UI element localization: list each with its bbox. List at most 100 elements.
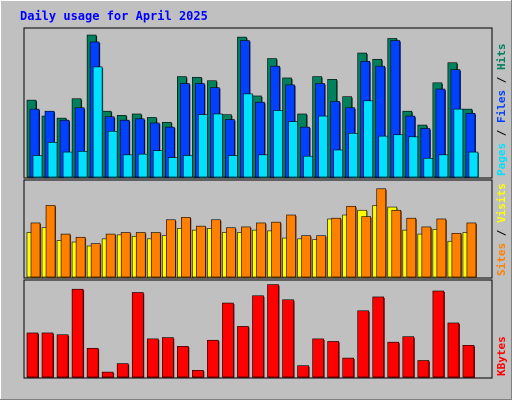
bar-kbytes-day-15 (237, 326, 249, 378)
bar-sites-day-23 (361, 216, 372, 278)
vertical-legend-kbytes: KBytes (495, 336, 508, 376)
chart-title: Daily usage for April 2025 (20, 9, 208, 23)
panel-kbytes: KBytes (23, 279, 508, 379)
bar-sites-day-5 (90, 243, 101, 278)
bar-kbytes-day-26 (402, 336, 415, 378)
bar-pages-day-12 (198, 114, 208, 178)
bar-pages-day-11 (183, 155, 193, 178)
bar-sites-day-21 (331, 217, 341, 278)
bar-sites-day-4 (75, 236, 86, 278)
vertical-legend-hits-files-pages: Pages / Files / Hits (495, 44, 508, 177)
bar-pages-day-26 (408, 136, 419, 178)
bar-kbytes-day-18 (282, 299, 294, 378)
bar-sites-day-25 (391, 209, 402, 278)
bar-pages-day-6 (107, 130, 118, 178)
bar-pages-day-25 (393, 134, 404, 178)
bar-kbytes-day-9 (146, 338, 159, 378)
bar-kbytes-day-28 (432, 290, 445, 378)
bar-pages-day-1 (32, 155, 43, 178)
bar-kbytes-day-24 (372, 296, 385, 378)
bar-kbytes-day-5 (86, 347, 99, 378)
bar-kbytes-day-16 (252, 295, 264, 378)
legend-hits: Hits (495, 44, 508, 71)
bar-kbytes-day-21 (327, 341, 339, 378)
bar-sites-day-8 (135, 232, 146, 278)
bar-kbytes-day-19 (297, 365, 309, 378)
legend-sites: Sites (495, 243, 508, 276)
legend-separator: / (495, 123, 508, 143)
bar-kbytes-day-8 (131, 292, 144, 378)
bar-sites-day-1 (30, 222, 41, 278)
bar-pages-day-16 (258, 154, 268, 178)
bar-pages-day-24 (378, 135, 389, 178)
bar-sites-day-3 (60, 233, 71, 278)
bar-pages-day-21 (333, 149, 343, 178)
bar-sites-day-6 (105, 233, 116, 278)
bar-sites-day-19 (301, 235, 311, 278)
bar-pages-day-10 (167, 157, 178, 178)
bar-pages-day-29 (453, 108, 464, 178)
bar-sites-day-24 (376, 188, 387, 278)
bar-sites-day-26 (406, 217, 417, 278)
bar-kbytes-day-13 (207, 339, 219, 378)
bar-sites-day-27 (421, 226, 432, 278)
bar-kbytes-day-2 (41, 332, 54, 378)
bar-kbytes-day-10 (161, 337, 174, 378)
bar-pages-day-18 (288, 121, 298, 178)
bar-kbytes-day-6 (101, 371, 114, 378)
bar-kbytes-day-17 (267, 284, 279, 378)
bar-sites-day-30 (466, 222, 477, 278)
panel-visits-sites: Sites / Visits (23, 179, 508, 279)
bar-sites-day-11 (181, 217, 191, 278)
bar-kbytes-day-14 (222, 302, 234, 378)
bar-pages-day-8 (137, 153, 148, 178)
bar-pages-day-2 (47, 142, 58, 178)
bar-sites-day-16 (256, 222, 266, 278)
bar-pages-day-13 (213, 113, 223, 178)
bar-pages-day-17 (273, 110, 283, 178)
bar-sites-day-12 (196, 225, 206, 278)
bar-kbytes-day-30 (462, 345, 475, 378)
bar-kbytes-day-11 (177, 346, 189, 378)
bar-sites-day-2 (45, 205, 56, 278)
bar-sites-day-18 (286, 214, 296, 278)
bar-pages-day-14 (228, 155, 238, 178)
bar-sites-day-13 (211, 219, 221, 278)
bar-kbytes-day-25 (387, 341, 400, 378)
bar-kbytes-day-20 (312, 338, 324, 378)
bar-pages-day-28 (438, 154, 449, 178)
bar-pages-day-27 (423, 158, 434, 178)
bar-sites-day-15 (241, 226, 251, 278)
bar-kbytes-day-23 (357, 310, 370, 378)
legend-pages: Pages (495, 143, 508, 176)
bar-kbytes-day-1 (26, 332, 39, 378)
legend-files: Files (495, 90, 508, 123)
bar-pages-day-4 (77, 151, 88, 178)
bar-kbytes-day-29 (447, 322, 460, 378)
panel-hits-files-pages: Pages / Files / Hits (23, 27, 508, 179)
bar-kbytes-day-7 (116, 363, 129, 378)
bar-pages-day-15 (243, 93, 253, 178)
bar-kbytes-day-3 (56, 334, 69, 378)
bar-pages-day-7 (122, 154, 133, 178)
bar-kbytes-day-12 (192, 370, 204, 378)
legend-visits: Visits (495, 183, 508, 223)
bar-pages-day-20 (318, 115, 328, 178)
bar-sites-day-29 (451, 232, 462, 278)
bar-pages-day-5 (92, 66, 103, 178)
bar-sites-day-14 (226, 227, 236, 278)
bar-kbytes-day-4 (71, 288, 84, 378)
vertical-legend-visits-sites: Sites / Visits (495, 183, 508, 276)
bar-sites-day-28 (436, 218, 447, 278)
bar-sites-day-22 (346, 205, 356, 278)
legend-separator: / (495, 223, 508, 243)
bar-kbytes-day-22 (342, 357, 354, 378)
bar-pages-day-9 (152, 150, 163, 178)
bar-pages-day-19 (303, 155, 313, 178)
bar-sites-day-20 (316, 235, 326, 278)
legend-kbytes: KBytes (495, 336, 508, 376)
legend-separator: / (495, 70, 508, 90)
bar-pages-day-23 (363, 100, 374, 178)
